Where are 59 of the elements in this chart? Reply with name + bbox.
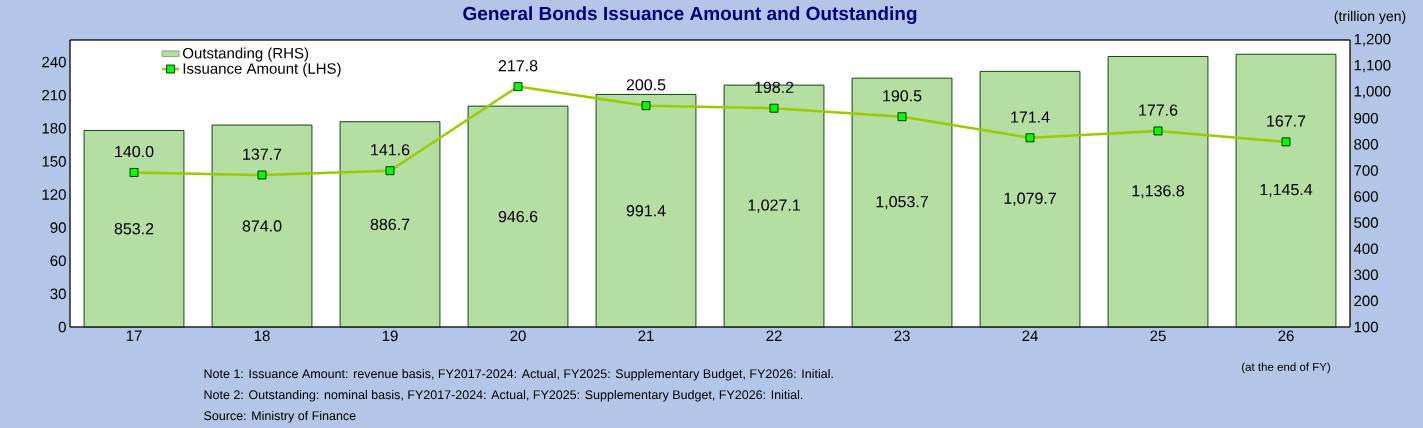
- y2-tick-label: 300: [1354, 269, 1378, 281]
- data-label: 886.7: [370, 218, 410, 231]
- x-tick-label: 22: [766, 330, 782, 341]
- y2-tick-label: 500: [1354, 217, 1378, 228]
- legend-label: Outstanding (RHS): [183, 47, 309, 62]
- y2-tick-label: 1,000: [1354, 85, 1391, 99]
- y2-tick-label: 900: [1354, 112, 1378, 124]
- data-label: 1,079.7: [1004, 192, 1056, 206]
- data-label: 171.4: [1011, 111, 1050, 123]
- data-label: 874.0: [242, 220, 282, 232]
- x-tick-label: 20: [510, 330, 526, 342]
- source-note: Source: Ministry of Finance: [204, 410, 356, 423]
- y2-tick-label: 100: [1354, 321, 1378, 333]
- y2-tick-label: 800: [1354, 139, 1378, 150]
- y-tick-label: 210: [42, 89, 66, 101]
- data-label: 200.5: [626, 79, 666, 91]
- y2-tick-label: 1,200: [1354, 33, 1391, 47]
- data-label: 853.2: [114, 223, 154, 235]
- y-tick-label: 60: [50, 255, 66, 267]
- data-label: 190.5: [883, 90, 922, 102]
- y-tick-label: 0: [58, 321, 66, 333]
- y2-axis-title: (trillion yen): [1334, 10, 1406, 24]
- data-label: 1,053.7: [876, 195, 928, 210]
- data-label: 140.0: [115, 145, 154, 158]
- y-tick-label: 240: [42, 56, 66, 68]
- y2-tick-label: 400: [1353, 243, 1378, 255]
- data-label: 167.7: [1267, 115, 1306, 127]
- x-tick-label: 19: [382, 330, 398, 342]
- chart-title: General Bonds Issuance Amount and Outstanding: [463, 6, 917, 25]
- data-label: 198.2: [755, 81, 794, 94]
- data-label: 946.6: [498, 210, 538, 223]
- y2-tick-label: 200: [1354, 295, 1378, 307]
- x-tick-label: 18: [254, 330, 270, 342]
- y-tick-label: 120: [42, 189, 66, 200]
- data-label: 1,136.8: [1132, 185, 1185, 199]
- data-label: 177.6: [1139, 104, 1178, 116]
- data-label: 141.6: [371, 144, 410, 156]
- text: (at the end of FY): [1241, 362, 1331, 374]
- y-tick-label: 90: [50, 222, 66, 233]
- text: Note 2: Outstanding: nominal basis, FY2017-2024: Actual, FY2025: Supplementary Budget, FY2026: Initial.: [204, 389, 803, 402]
- x-tick-label: 21: [638, 330, 654, 341]
- y-tick-label: 180: [42, 123, 66, 134]
- x-tick-label: 26: [1278, 330, 1294, 342]
- data-label: 1,027.1: [748, 199, 800, 213]
- legend-label: Issuance Amount (LHS): [183, 62, 341, 77]
- y2-tick-label: 700: [1354, 165, 1378, 176]
- x-tick-label: 17: [126, 330, 142, 341]
- data-label: 217.8: [498, 60, 538, 72]
- x-tick-label: 25: [1150, 330, 1166, 342]
- data-label: 1,145.4: [1260, 184, 1313, 198]
- x-tick-label: 24: [1022, 330, 1038, 341]
- text: Note 1: Issuance Amount: revenue basis, FY2017-2024: Actual, FY2025: Supplementary Budget, FY2026: Initial.: [204, 368, 833, 381]
- y-tick-label: 30: [50, 288, 66, 300]
- y2-tick-label: 1,100: [1354, 59, 1391, 73]
- y2-tick-label: 600: [1354, 191, 1378, 202]
- x-tick-label: 23: [894, 330, 910, 342]
- y-tick-label: 150: [42, 156, 66, 167]
- data-label: 137.7: [243, 148, 282, 160]
- data-label: 991.4: [626, 205, 666, 217]
